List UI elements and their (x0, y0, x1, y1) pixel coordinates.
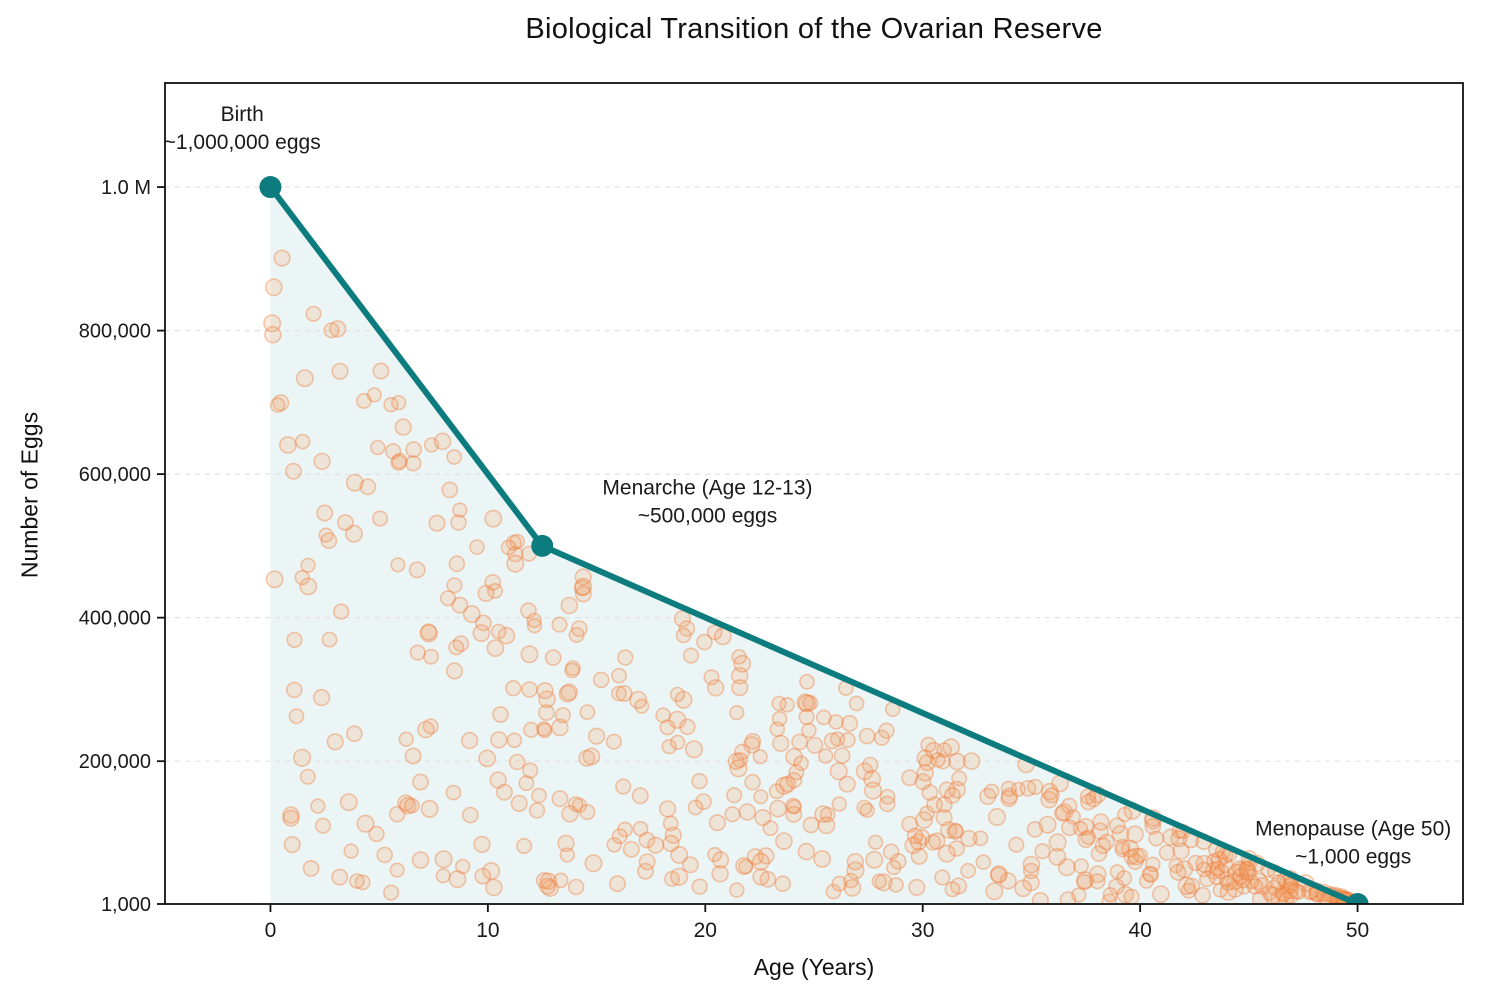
chart-title: Biological Transition of the Ovarian Res… (525, 13, 1103, 45)
y-tick-label: 200,000 (79, 751, 151, 773)
x-tick-label: 0 (265, 919, 277, 942)
x-tick-label: 40 (1128, 919, 1151, 942)
x-tick-label: 20 (694, 919, 717, 942)
annotation-menopause: ~1,000 eggs (1295, 845, 1411, 868)
y-tick-label: 1,000 (101, 894, 151, 916)
annotation-menopause: Menopause (Age 50) (1255, 817, 1451, 840)
egg-scatter (263, 249, 1366, 904)
annotation-menarche: ~500,000 eggs (638, 504, 778, 527)
annotations: Birth ~1,000,000 eggs Menarche (Age 12-13)… (164, 103, 1452, 868)
annotation-menarche: Menarche (Age 12-13) (602, 476, 812, 499)
x-axis-title: Age (Years) (753, 954, 875, 980)
y-tick-label: 600,000 (79, 464, 151, 486)
x-tick-label: 10 (476, 919, 499, 942)
x-tick-label: 50 (1346, 919, 1369, 942)
plot-spines (164, 82, 1464, 905)
gridlines (165, 186, 1463, 904)
y-tick-label: 1.0 M (101, 177, 151, 199)
annotation-birth: Birth (221, 103, 264, 126)
data-point-marker (1346, 893, 1369, 904)
y-tick-label: 800,000 (79, 321, 151, 343)
annotation-birth: ~1,000,000 eggs (164, 131, 321, 154)
y-tick-label: 400,000 (79, 608, 151, 630)
data-point-marker (259, 176, 282, 199)
reserve-area-fill (270, 187, 1358, 904)
axis-ticks: 0 10 20 30 40 50 1,000 200,000 400,000 600,000 800… (79, 177, 1370, 942)
data-point-marker (531, 534, 554, 557)
data-layer (165, 176, 1463, 904)
x-tick-label: 30 (911, 919, 934, 942)
